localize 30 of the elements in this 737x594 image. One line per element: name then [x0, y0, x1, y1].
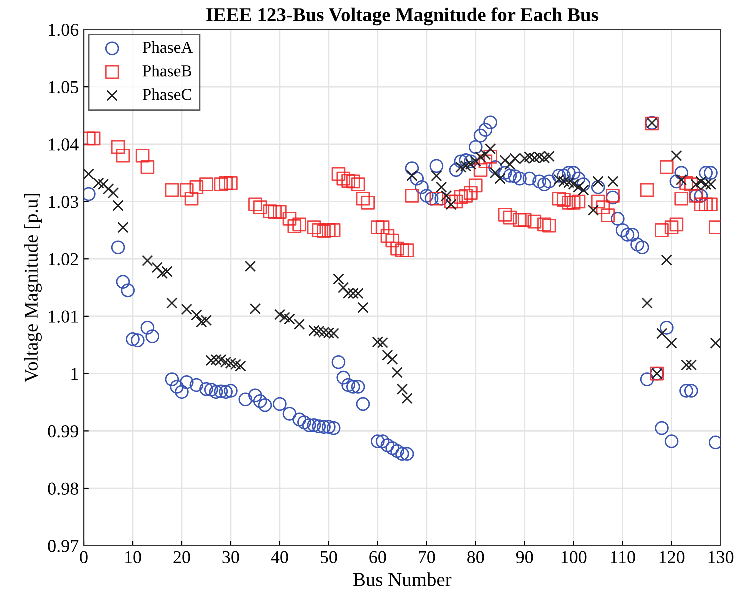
x-tick-label: 0 [80, 551, 88, 564]
y-tick-label: 1.01 [49, 310, 78, 323]
x-tick-label: 90 [516, 551, 534, 564]
x-tick-label: 110 [611, 551, 636, 564]
y-tick-label: 0.97 [48, 540, 79, 552]
x-tick-label: 100 [562, 551, 587, 564]
y-tick-label: 0.99 [48, 425, 78, 438]
x-tick-label: 40 [271, 551, 288, 564]
y-tick-label: 1.03 [49, 196, 78, 208]
legend-label: PhaseC [142, 88, 192, 100]
x-tick-label: 50 [320, 551, 338, 564]
x-tick-label: 20 [174, 551, 190, 564]
x-tick-label: 10 [126, 551, 142, 564]
x-tick-label: 130 [708, 551, 734, 564]
x-tick-label: 80 [468, 551, 484, 564]
legend-label: PhaseA [142, 41, 194, 54]
y-tick-label: 1.06 [49, 24, 79, 36]
x-axis-title: Bus Number [354, 572, 452, 586]
legend-label: PhaseB [142, 65, 192, 77]
y-tick-label: 1 [72, 368, 78, 380]
y-tick-label: 0.98 [48, 482, 78, 496]
y-tick-label: 1.02 [49, 253, 78, 266]
chart-title: IEEE 123-Bus Voltage Magnitude for Each Bus [206, 8, 598, 26]
x-tick-label: 30 [222, 551, 240, 564]
y-axis-title: Voltage Magnitude [p.u] [24, 194, 42, 383]
x-tick-label: 60 [370, 551, 386, 564]
y-tick-label: 1.04 [49, 138, 79, 151]
x-tick-label: 70 [419, 551, 436, 564]
x-tick-label: 120 [660, 551, 685, 564]
y-tick-label: 1.05 [49, 81, 78, 94]
